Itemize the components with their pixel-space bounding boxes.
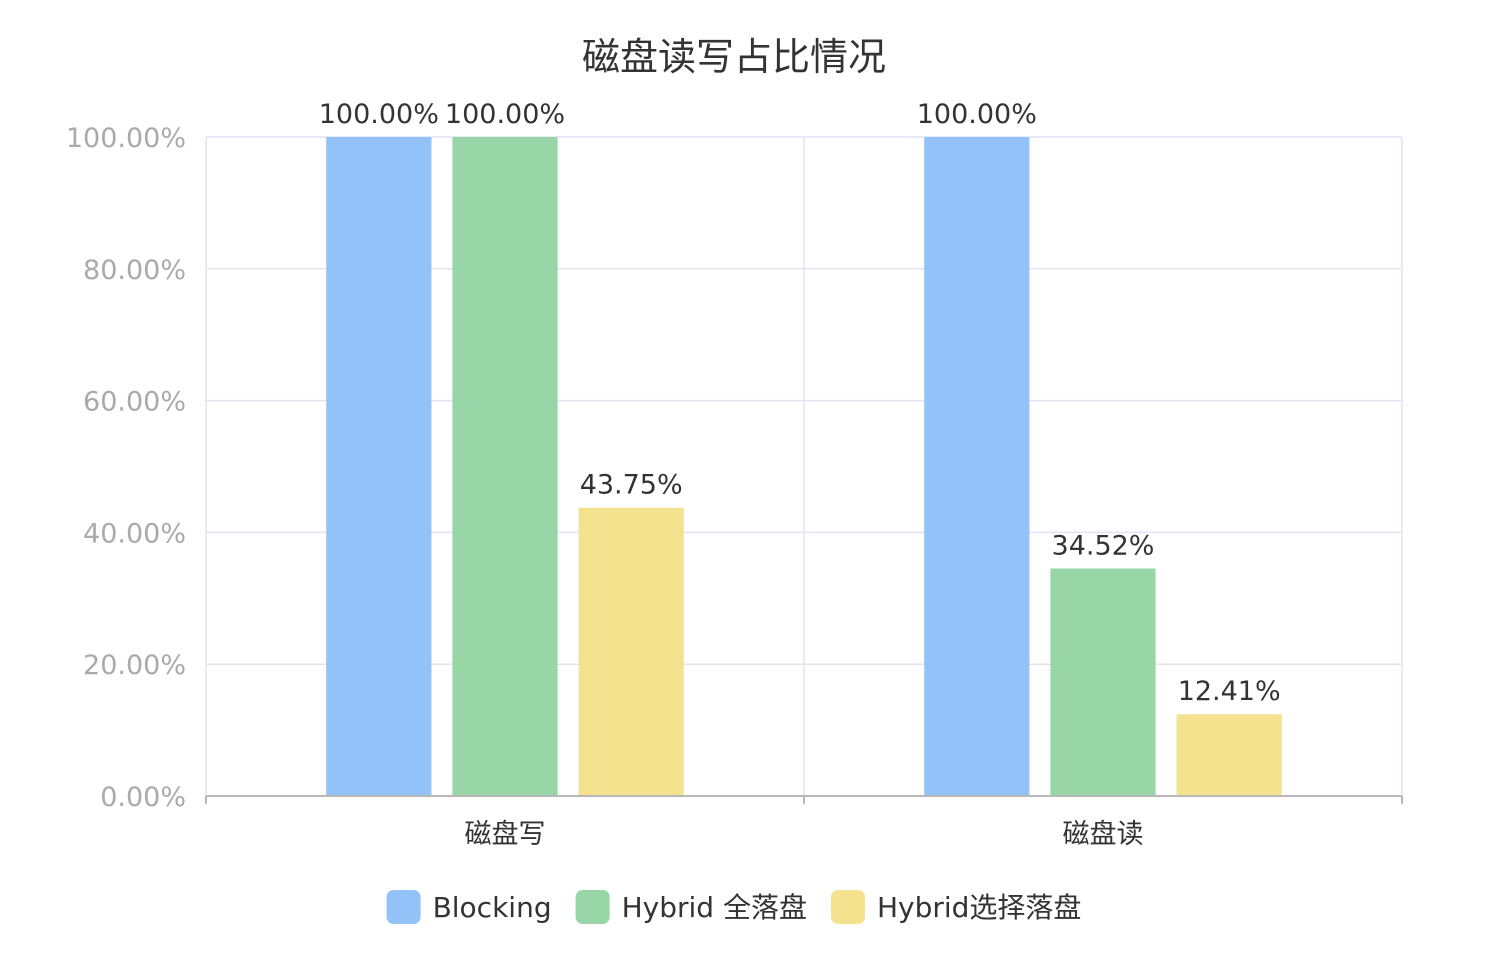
bar-value-label: 12.41% bbox=[1178, 676, 1281, 707]
bar bbox=[452, 137, 558, 796]
bar bbox=[578, 507, 684, 796]
legend-label: Hybrid选择落盘 bbox=[877, 891, 1081, 924]
y-tick-label: 60.00% bbox=[83, 387, 186, 418]
bar-value-label: 43.75% bbox=[580, 470, 683, 501]
legend-swatch bbox=[575, 890, 610, 924]
bar bbox=[326, 137, 432, 796]
bar-value-label: 34.52% bbox=[1052, 531, 1155, 562]
bar-labels: 100.00% 100.00%43.75%100.00%34.52%12.41% bbox=[319, 99, 1281, 707]
legend-swatch bbox=[830, 890, 865, 924]
bar-value-label: 100.00% bbox=[917, 99, 1037, 130]
x-category-label: 磁盘写 bbox=[465, 819, 546, 850]
legend-item[interactable]: Hybrid 全落盘 bbox=[575, 890, 807, 924]
axes bbox=[205, 795, 1403, 804]
legend[interactable]: Blocking Hybrid 全落盘 Hybrid选择落盘 bbox=[386, 890, 1082, 924]
bar bbox=[1176, 714, 1282, 796]
legend-item[interactable]: Blocking bbox=[386, 890, 552, 924]
bar bbox=[924, 137, 1030, 796]
bar-value-label: 100.00% bbox=[445, 99, 565, 130]
bar bbox=[1050, 568, 1156, 796]
y-tick-label: 100.00% bbox=[66, 123, 186, 154]
bar-value-label: 100.00% bbox=[319, 99, 439, 130]
y-tick-label: 0.00% bbox=[100, 782, 186, 813]
legend-swatch bbox=[386, 890, 421, 924]
y-tick-label: 40.00% bbox=[83, 518, 186, 549]
x-axis-categories: 磁盘写 磁盘读 bbox=[465, 819, 1144, 850]
y-tick-label: 20.00% bbox=[83, 650, 186, 681]
bars bbox=[326, 137, 1282, 796]
legend-label: Hybrid 全落盘 bbox=[622, 891, 807, 924]
y-tick-label: 80.00% bbox=[83, 255, 186, 286]
y-axis-ticks: 0.00% 20.00% 40.00% 60.00% 80.00% 100.00% bbox=[66, 123, 186, 813]
legend-label: Blocking bbox=[433, 891, 552, 924]
legend-item[interactable]: Hybrid选择落盘 bbox=[830, 890, 1081, 924]
x-category-label: 磁盘读 bbox=[1063, 819, 1144, 850]
chart-title: 磁盘读写占比情况 bbox=[582, 35, 886, 79]
